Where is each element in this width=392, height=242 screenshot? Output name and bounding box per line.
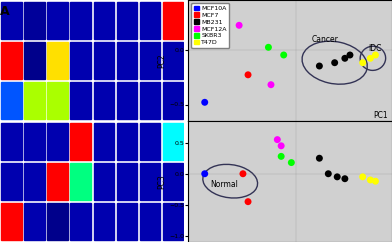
- Bar: [140, 83, 160, 119]
- Point: [325, 172, 331, 176]
- Bar: [24, 2, 45, 38]
- Bar: [2, 83, 22, 119]
- Bar: [163, 163, 183, 200]
- Bar: [24, 123, 45, 159]
- Point: [236, 23, 242, 27]
- Point: [342, 56, 348, 60]
- Bar: [163, 123, 183, 159]
- Point: [274, 138, 280, 142]
- Point: [278, 144, 284, 148]
- Bar: [47, 163, 68, 200]
- Point: [347, 53, 353, 57]
- Point: [367, 178, 374, 182]
- Bar: [94, 83, 114, 119]
- Point: [316, 64, 323, 68]
- Point: [342, 177, 348, 181]
- Bar: [71, 2, 91, 38]
- Bar: [47, 42, 68, 79]
- Bar: [2, 123, 22, 159]
- Bar: [94, 204, 114, 240]
- Point: [372, 53, 379, 57]
- Bar: [24, 42, 45, 79]
- Bar: [2, 163, 22, 200]
- Bar: [94, 2, 114, 38]
- Bar: [71, 42, 91, 79]
- Y-axis label: PC2: PC2: [157, 53, 166, 68]
- Text: PC1: PC1: [373, 111, 388, 120]
- Point: [201, 100, 208, 104]
- Point: [288, 161, 294, 165]
- Bar: [71, 163, 91, 200]
- Point: [201, 172, 208, 176]
- Point: [268, 83, 274, 87]
- Bar: [140, 42, 160, 79]
- Bar: [140, 123, 160, 159]
- Bar: [2, 42, 22, 79]
- Bar: [47, 123, 68, 159]
- Bar: [140, 204, 160, 240]
- Point: [334, 175, 340, 179]
- Point: [372, 179, 379, 183]
- Bar: [24, 83, 45, 119]
- Point: [245, 200, 251, 204]
- Point: [281, 53, 287, 57]
- Text: Cancer: Cancer: [312, 35, 339, 44]
- Point: [240, 172, 246, 176]
- Bar: [163, 83, 183, 119]
- Text: IDC: IDC: [368, 44, 381, 53]
- Bar: [24, 163, 45, 200]
- Point: [278, 154, 284, 158]
- Bar: [116, 123, 137, 159]
- Bar: [47, 83, 68, 119]
- Text: Normal: Normal: [210, 180, 238, 189]
- Point: [265, 45, 272, 49]
- Bar: [71, 204, 91, 240]
- Bar: [47, 204, 68, 240]
- Point: [367, 56, 374, 60]
- Bar: [116, 83, 137, 119]
- Bar: [140, 2, 160, 38]
- Bar: [2, 204, 22, 240]
- Bar: [2, 2, 22, 38]
- Y-axis label: PC3: PC3: [157, 174, 166, 189]
- Point: [332, 61, 338, 65]
- Point: [316, 156, 323, 160]
- Bar: [94, 42, 114, 79]
- Bar: [24, 204, 45, 240]
- Point: [245, 73, 251, 77]
- Bar: [116, 204, 137, 240]
- Bar: [116, 163, 137, 200]
- Bar: [140, 163, 160, 200]
- Bar: [116, 2, 137, 38]
- Bar: [163, 2, 183, 38]
- Bar: [71, 83, 91, 119]
- Point: [359, 61, 366, 65]
- Text: A: A: [0, 5, 10, 18]
- Bar: [94, 123, 114, 159]
- Bar: [163, 204, 183, 240]
- Bar: [47, 2, 68, 38]
- Bar: [94, 163, 114, 200]
- Bar: [116, 42, 137, 79]
- Point: [359, 175, 366, 179]
- Bar: [71, 123, 91, 159]
- Legend: MCF10A, MCF7, MB231, MCF12A, SKBR3, T47D: MCF10A, MCF7, MB231, MCF12A, SKBR3, T47D: [191, 3, 229, 48]
- Bar: [163, 42, 183, 79]
